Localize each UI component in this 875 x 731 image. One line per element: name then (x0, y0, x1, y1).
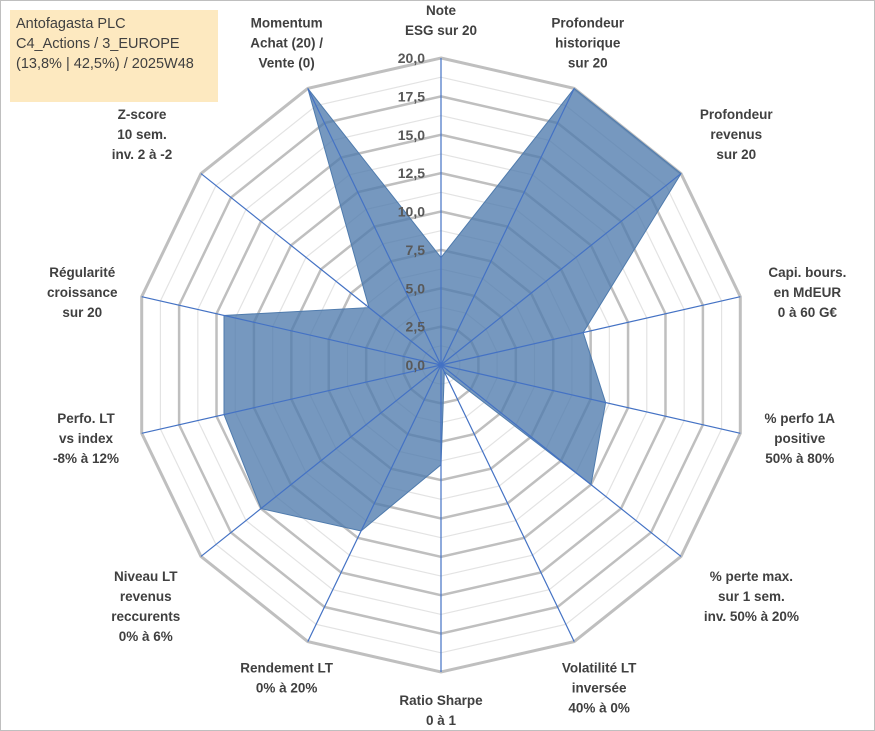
category-label-line: % perte max. (710, 569, 793, 584)
title-stats: (13,8% | 42,5%) / 2025W48 (16, 56, 194, 72)
axis-spoke (440, 364, 682, 557)
category-label-line: positive (774, 431, 826, 446)
category-label-line: Note (426, 3, 456, 18)
category-label-line: ESG sur 20 (405, 23, 477, 38)
chart-title-box: Antofagasta PLC C4_Actions / 3_EUROPE (1… (10, 10, 218, 102)
category-label-line: reccurents (111, 609, 180, 624)
category-label-line: croissance (47, 285, 118, 300)
category-label-line: Régularité (49, 265, 116, 280)
axis-spoke (141, 296, 442, 366)
category-label-line: Vente (0) (259, 56, 315, 71)
category-label-line: -8% à 12% (53, 451, 119, 466)
tick-label: 2,5 (406, 319, 426, 335)
category-label-line: inversée (572, 680, 627, 695)
category-label-line: Ratio Sharpe (399, 693, 483, 708)
category-label-line: en MdEUR (774, 285, 842, 300)
category-label-line: % perfo 1A (764, 411, 835, 426)
tick-label: 0,0 (406, 357, 426, 373)
category-label-line: Niveau LT (114, 569, 178, 584)
tick-label: 17,5 (398, 88, 425, 104)
tick-label: 5,0 (406, 280, 426, 296)
category-label-line: 0 à 60 G€ (778, 305, 838, 320)
category-label: Note ESG sur 20 (405, 3, 477, 38)
category-label: % perte max. sur 1 sem. inv. 50% à 20% (704, 569, 799, 624)
category-label: Rendement LT 0% à 20% (240, 660, 334, 695)
tick-label: 7,5 (406, 242, 426, 258)
axis-spoke (141, 364, 442, 434)
category-label-line: Perfo. LT (57, 411, 115, 426)
category-label: Perfo. LT vs index -8% à 12% (53, 411, 119, 466)
tick-label: 10,0 (398, 204, 425, 220)
category-label-line: Profondeur (700, 107, 773, 122)
category-label-line: 0 à 1 (426, 713, 457, 728)
category-label: % perfo 1A positive 50% à 80% (764, 411, 835, 466)
series-area (223, 87, 682, 532)
title-company: Antofagasta PLC (16, 16, 126, 32)
category-label-line: 0% à 6% (119, 629, 173, 644)
category-label-line: Achat (20) / (250, 36, 323, 51)
category-label-line: 10 sem. (117, 127, 167, 142)
category-label-line: vs index (59, 431, 114, 446)
category-label: Z-score 10 sem. inv. 2 à -2 (112, 107, 173, 162)
category-label-line: revenus (710, 127, 762, 142)
category-label-line: Profondeur (551, 16, 624, 31)
axis-spoke (307, 364, 442, 642)
category-label-line: inv. 2 à -2 (112, 147, 173, 162)
category-label: Momentum Achat (20) / Vente (0) (250, 16, 323, 71)
category-label: Régularité croissance sur 20 (47, 265, 118, 320)
category-label-line: 0% à 20% (256, 680, 318, 695)
axis-spoke (200, 173, 442, 366)
title-category: C4_Actions / 3_EUROPE (16, 36, 180, 52)
category-label-line: sur 20 (62, 305, 102, 320)
axis-spoke (440, 173, 682, 366)
category-label-line: sur 1 sem. (718, 589, 785, 604)
category-label-line: 50% à 80% (765, 451, 834, 466)
category-label-line: sur 20 (568, 56, 608, 71)
axis-spoke (440, 88, 575, 366)
category-label-line: 40% à 0% (568, 700, 630, 715)
tick-label: 12,5 (398, 165, 425, 181)
category-label: Volatilité LT inversée 40% à 0% (562, 660, 637, 715)
tick-label: 20,0 (398, 50, 425, 66)
category-label-line: Rendement LT (240, 660, 334, 675)
category-label: Profondeur revenus sur 20 (700, 107, 773, 162)
category-label-line: Capi. bours. (768, 265, 846, 280)
category-label: Capi. bours. en MdEUR 0 à 60 G€ (768, 265, 846, 320)
axis-spoke (440, 296, 741, 366)
category-label-line: Z-score (118, 107, 167, 122)
tick-label: 15,0 (398, 127, 425, 143)
axis-spoke (200, 364, 442, 557)
axis-spoke (440, 364, 575, 642)
category-label: Niveau LT revenus reccurents 0% à 6% (111, 569, 180, 644)
axis-spoke (440, 364, 741, 434)
category-label-line: inv. 50% à 20% (704, 609, 799, 624)
category-label: Profondeur historique sur 20 (551, 16, 624, 71)
category-label: Ratio Sharpe 0 à 1 (399, 693, 483, 728)
category-label-line: historique (555, 36, 621, 51)
category-label-line: Volatilité LT (562, 660, 637, 675)
category-label-line: Momentum (251, 16, 323, 31)
category-label-line: sur 20 (716, 147, 756, 162)
category-label-line: revenus (120, 589, 172, 604)
axis-spoke (307, 88, 442, 366)
